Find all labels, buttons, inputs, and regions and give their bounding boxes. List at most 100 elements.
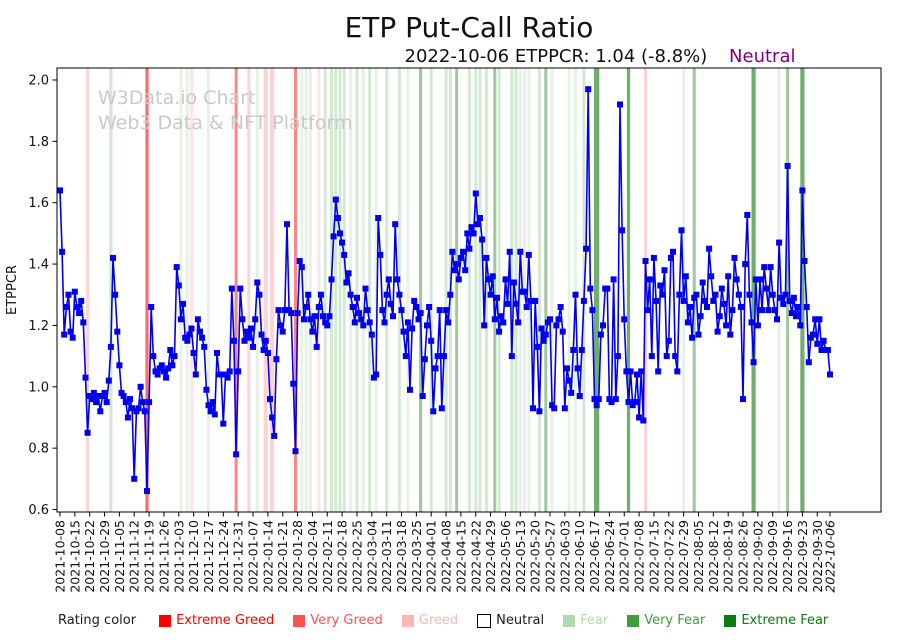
- x-tick-label: 2022-09-30: [810, 520, 825, 593]
- data-point: [256, 291, 263, 298]
- data-point: [324, 322, 331, 329]
- data-point: [797, 322, 804, 329]
- data-point: [394, 276, 401, 283]
- data-point: [415, 316, 422, 323]
- x-tick-label: 2021-10-29: [97, 520, 112, 593]
- data-point: [455, 276, 462, 283]
- x-tick-label: 2021-12-31: [231, 520, 246, 593]
- data-point: [451, 267, 458, 274]
- data-point: [477, 215, 483, 221]
- data-point: [644, 307, 651, 314]
- data-point: [381, 319, 388, 326]
- rating-bands-layer: [86, 68, 805, 512]
- data-point: [398, 307, 405, 314]
- data-point: [421, 356, 428, 363]
- y-tick-label: 1.2: [28, 319, 49, 334]
- data-point: [288, 310, 295, 317]
- data-point: [354, 294, 360, 301]
- data-point: [733, 276, 740, 283]
- data-point: [311, 313, 318, 320]
- data-point: [379, 307, 386, 314]
- data-point: [557, 304, 564, 310]
- data-point: [740, 396, 746, 403]
- x-tick-label: 2021-12-24: [216, 520, 231, 593]
- data-point: [472, 190, 479, 197]
- data-point: [430, 408, 437, 415]
- data-point: [561, 405, 568, 412]
- data-point: [646, 276, 653, 283]
- data-point: [207, 408, 214, 415]
- data-point: [761, 264, 768, 271]
- data-point: [76, 310, 83, 317]
- data-point: [496, 328, 503, 335]
- data-point: [627, 368, 634, 375]
- data-point: [502, 276, 509, 283]
- data-point: [222, 371, 229, 378]
- x-tick-label: 2022-06-03: [557, 520, 572, 593]
- data-point: [608, 399, 615, 406]
- rating-band-very_fear: [419, 68, 423, 512]
- rating-band-fear: [368, 68, 372, 512]
- data-point: [273, 356, 280, 363]
- x-tick-label: 2021-11-05: [112, 520, 127, 593]
- data-point: [313, 343, 320, 350]
- data-point: [267, 396, 273, 403]
- data-point: [82, 374, 89, 381]
- data-point: [205, 402, 212, 409]
- data-point: [86, 393, 93, 399]
- data-point: [224, 374, 231, 381]
- data-point: [233, 451, 240, 458]
- data-point: [585, 86, 592, 93]
- data-point: [799, 187, 806, 194]
- x-tick-label: 2022-01-21: [275, 520, 290, 593]
- rating-band-extreme_fear: [626, 68, 631, 512]
- data-point: [650, 254, 657, 261]
- data-point: [540, 337, 547, 344]
- x-tick-label: 2022-04-01: [424, 520, 439, 593]
- x-tick-label: 2022-07-22: [661, 520, 676, 593]
- data-point: [84, 429, 91, 436]
- rating-band-fear_light: [406, 68, 410, 512]
- legend-item-label: Fear: [580, 613, 609, 628]
- data-point: [112, 291, 119, 298]
- data-point: [453, 261, 460, 268]
- data-point: [699, 279, 706, 286]
- data-point: [358, 316, 365, 323]
- data-point: [239, 316, 246, 323]
- rating-band-fear_light: [527, 68, 531, 512]
- data-point: [339, 239, 346, 246]
- data-point: [534, 343, 541, 350]
- data-point: [269, 414, 276, 421]
- data-point: [763, 285, 770, 292]
- x-tick-label: 2021-12-17: [201, 520, 216, 593]
- data-point: [750, 359, 757, 366]
- x-tick-label: 2022-02-25: [349, 520, 364, 593]
- data-point: [589, 307, 596, 314]
- x-tick-label: 2022-01-28: [290, 520, 305, 593]
- data-point: [413, 304, 420, 310]
- data-point: [570, 347, 577, 353]
- x-tick-label: 2022-04-29: [483, 520, 498, 593]
- data-point: [300, 316, 307, 323]
- data-point: [595, 396, 602, 403]
- data-point: [364, 307, 371, 314]
- rating-band-very_fear: [692, 68, 696, 512]
- data-point: [776, 239, 783, 246]
- data-point: [462, 267, 469, 274]
- x-tick-label: 2022-10-06: [823, 520, 838, 593]
- legend-title: Rating color: [58, 613, 137, 628]
- data-point: [470, 230, 477, 237]
- rating-band-greed_light: [317, 68, 321, 512]
- data-point: [78, 297, 85, 304]
- data-point: [515, 319, 522, 326]
- data-point: [194, 316, 201, 323]
- put-call-ratio-chart: W3Data.io Chart Web3 Data & NFT Platform…: [5, 11, 882, 593]
- data-point: [659, 291, 666, 298]
- data-point: [566, 377, 573, 384]
- data-point: [182, 334, 189, 341]
- x-tick-label: 2021-12-10: [186, 520, 201, 593]
- x-tick-label: 2022-06-17: [587, 520, 602, 593]
- data-point: [396, 291, 403, 298]
- data-point: [814, 340, 821, 347]
